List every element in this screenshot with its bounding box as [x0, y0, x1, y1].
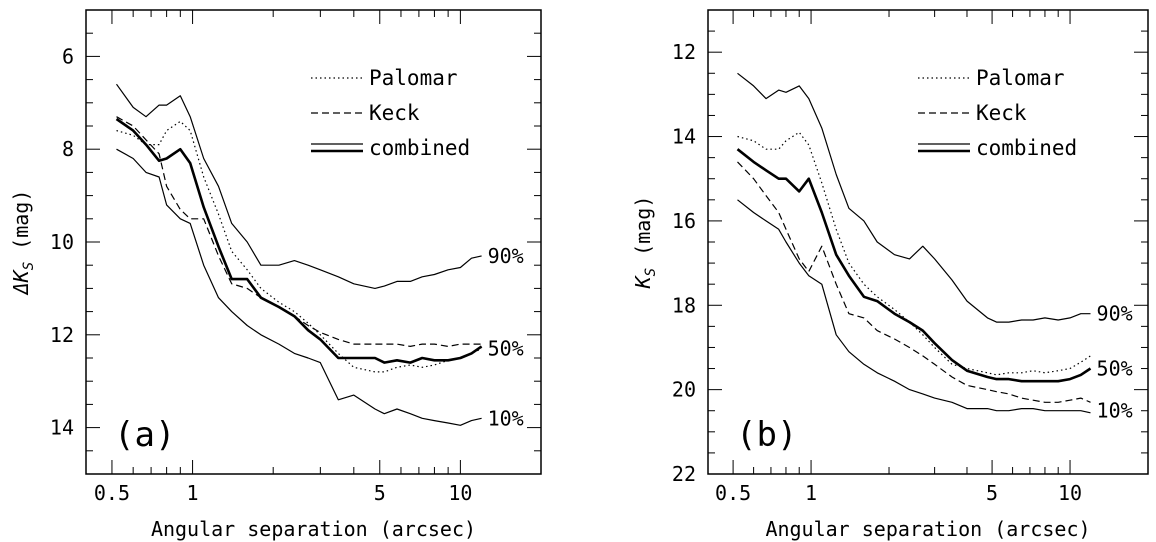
- plot-frame: [85, 9, 542, 475]
- series-line-solid-thick: [115, 117, 483, 364]
- percentile-label: 50%: [1097, 357, 1133, 381]
- legend-label: Palomar: [976, 66, 1065, 90]
- y-tick-label: 20: [672, 378, 696, 402]
- legend-label: Keck: [369, 101, 420, 125]
- percentile-label: 10%: [488, 406, 524, 430]
- series-line-solid-thin: [737, 72, 1091, 323]
- x-tick-label: 5: [986, 481, 998, 505]
- x-tick-label: 0.5: [715, 481, 751, 505]
- series-line-dashed: [737, 161, 1091, 403]
- y-tick-label: 18: [672, 293, 696, 317]
- chart-panel-2: 0.5 1 5 10 12 14 16 18 20 22 Angular separation (a…: [631, 9, 1149, 541]
- percentile-label: 10%: [1097, 399, 1133, 423]
- series-line-solid-thin: [737, 199, 1091, 414]
- chart-panel-1: 0.5 1 5 10 6 8 10 12 14 Angular separation (arcse…: [9, 9, 542, 541]
- x-tick-label: 10: [448, 481, 472, 505]
- y-tick-label: 8: [62, 137, 74, 161]
- percentile-label: 90%: [1097, 302, 1133, 326]
- x-tick-label: 10: [1058, 481, 1082, 505]
- y-tick-label: 12: [672, 40, 696, 64]
- panel-label: (a): [114, 415, 175, 455]
- plot-frame: [707, 9, 1149, 475]
- y-axis-label: ΔKS (mag): [9, 190, 37, 297]
- y-tick-label: 14: [672, 125, 696, 149]
- series-line-solid-thick: [736, 148, 1092, 383]
- x-tick-label: 1: [805, 481, 817, 505]
- legend-label: combined: [976, 136, 1077, 160]
- y-tick-label: 14: [50, 416, 74, 440]
- y-tick-label: 22: [672, 462, 696, 486]
- y-axis-label: KS (mag): [631, 196, 659, 290]
- legend-label: Keck: [976, 101, 1027, 125]
- series-line-dotted: [737, 131, 1091, 376]
- percentile-label: 90%: [488, 244, 524, 268]
- series-line-solid-thin: [116, 148, 482, 426]
- legend-label: combined: [369, 136, 470, 160]
- legend-label: Palomar: [369, 66, 458, 90]
- y-tick-label: 6: [62, 44, 74, 68]
- x-tick-label: 0.5: [94, 481, 130, 505]
- series-line-dashed: [116, 116, 482, 347]
- series-line-solid-thin: [116, 83, 482, 289]
- y-tick-label: 12: [50, 323, 74, 347]
- y-tick-label: 10: [50, 230, 74, 254]
- x-axis-label: Angular separation (arcsec): [765, 517, 1090, 541]
- percentile-label: 50%: [488, 337, 524, 361]
- x-axis-label: Angular separation (arcsec): [151, 517, 476, 541]
- y-tick-label: 16: [672, 209, 696, 233]
- x-tick-label: 5: [374, 481, 386, 505]
- x-tick-label: 1: [187, 481, 199, 505]
- panel-label: (b): [736, 415, 797, 455]
